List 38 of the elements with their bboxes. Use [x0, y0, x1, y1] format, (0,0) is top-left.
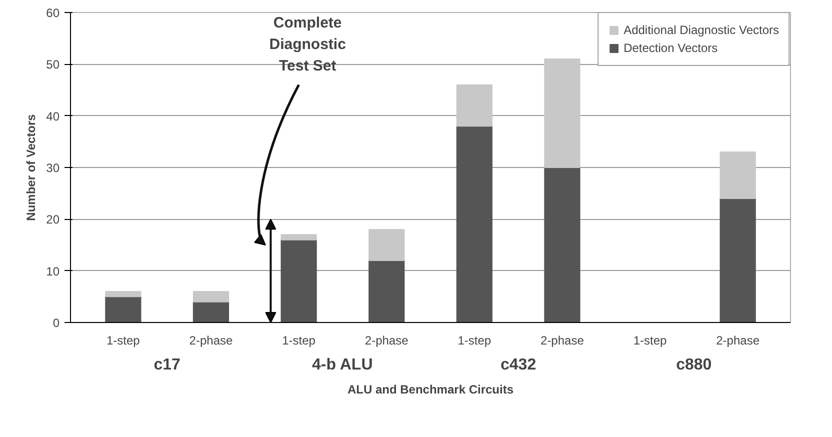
y-tick-label: 0 [52, 316, 60, 330]
x-tick-label: 2-phase [364, 334, 409, 348]
bar [456, 126, 492, 322]
x-tick-label: 1-step [106, 334, 140, 348]
bar [105, 296, 142, 322]
text: c432 [500, 356, 536, 374]
text: c17 [154, 356, 181, 374]
bar [456, 84, 492, 127]
y-tick-label: 40 [46, 109, 60, 124]
bar [368, 260, 405, 322]
legend-label: Detection Vectors [624, 41, 718, 55]
bar [280, 239, 317, 322]
y-tick-label: 20 [46, 212, 60, 227]
annotation: Complete Diagnostic Test Set [269, 14, 346, 75]
legend-label: Additional Diagnostic Vectors [624, 23, 779, 37]
x-tick-label: 2-phase [540, 334, 584, 348]
x-axis-title: ALU and Benchmark Circuits [347, 382, 514, 396]
text: c880 [676, 356, 712, 374]
y-tick-label: 60 [46, 6, 60, 20]
bar [192, 301, 230, 322]
bar [192, 291, 230, 302]
x-tick-label: 2-phase [716, 334, 760, 348]
bar [368, 229, 405, 261]
x-tick-label: 1-step [282, 334, 316, 348]
bar [544, 58, 580, 168]
bar [105, 291, 142, 298]
x-tick-label: 1-step [633, 334, 668, 348]
y-axis-title: Number of Vectors [24, 114, 38, 221]
bar [720, 198, 756, 322]
bar [544, 167, 580, 322]
y-tick-label: 30 [46, 161, 60, 175]
x-tick-label: 2-phase [189, 334, 233, 348]
y-tick-label: 50 [46, 58, 60, 72]
bar [280, 234, 317, 240]
bar [720, 152, 756, 199]
y-tick-label: 10 [46, 264, 60, 278]
text: 4-b ALU [312, 356, 373, 374]
x-tick-label: 1-step [458, 334, 492, 348]
